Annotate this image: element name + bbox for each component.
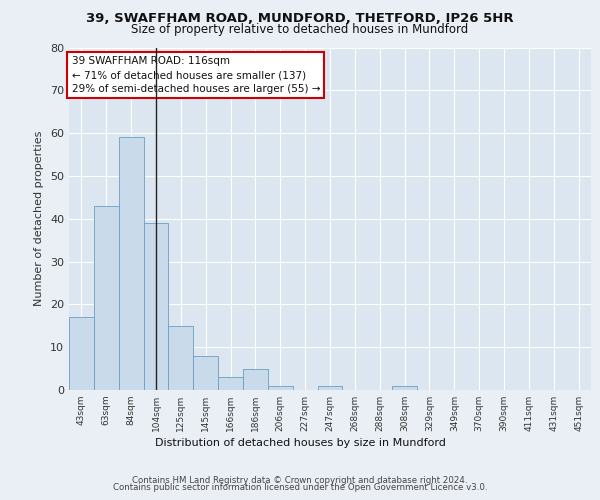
Bar — [69, 317, 94, 390]
Y-axis label: Number of detached properties: Number of detached properties — [34, 131, 44, 306]
Bar — [119, 138, 143, 390]
Bar — [193, 356, 218, 390]
Bar — [392, 386, 417, 390]
Text: Contains HM Land Registry data © Crown copyright and database right 2024.: Contains HM Land Registry data © Crown c… — [132, 476, 468, 485]
Bar — [218, 377, 243, 390]
Text: 39, SWAFFHAM ROAD, MUNDFORD, THETFORD, IP26 5HR: 39, SWAFFHAM ROAD, MUNDFORD, THETFORD, I… — [86, 12, 514, 26]
Text: 39 SWAFFHAM ROAD: 116sqm
← 71% of detached houses are smaller (137)
29% of semi-: 39 SWAFFHAM ROAD: 116sqm ← 71% of detach… — [71, 56, 320, 94]
Bar — [143, 223, 169, 390]
Bar — [268, 386, 293, 390]
Text: Size of property relative to detached houses in Mundford: Size of property relative to detached ho… — [131, 22, 469, 36]
Bar — [169, 326, 193, 390]
Bar — [94, 206, 119, 390]
Bar — [317, 386, 343, 390]
Bar — [243, 368, 268, 390]
Text: Distribution of detached houses by size in Mundford: Distribution of detached houses by size … — [155, 438, 445, 448]
Text: Contains public sector information licensed under the Open Government Licence v3: Contains public sector information licen… — [113, 484, 487, 492]
